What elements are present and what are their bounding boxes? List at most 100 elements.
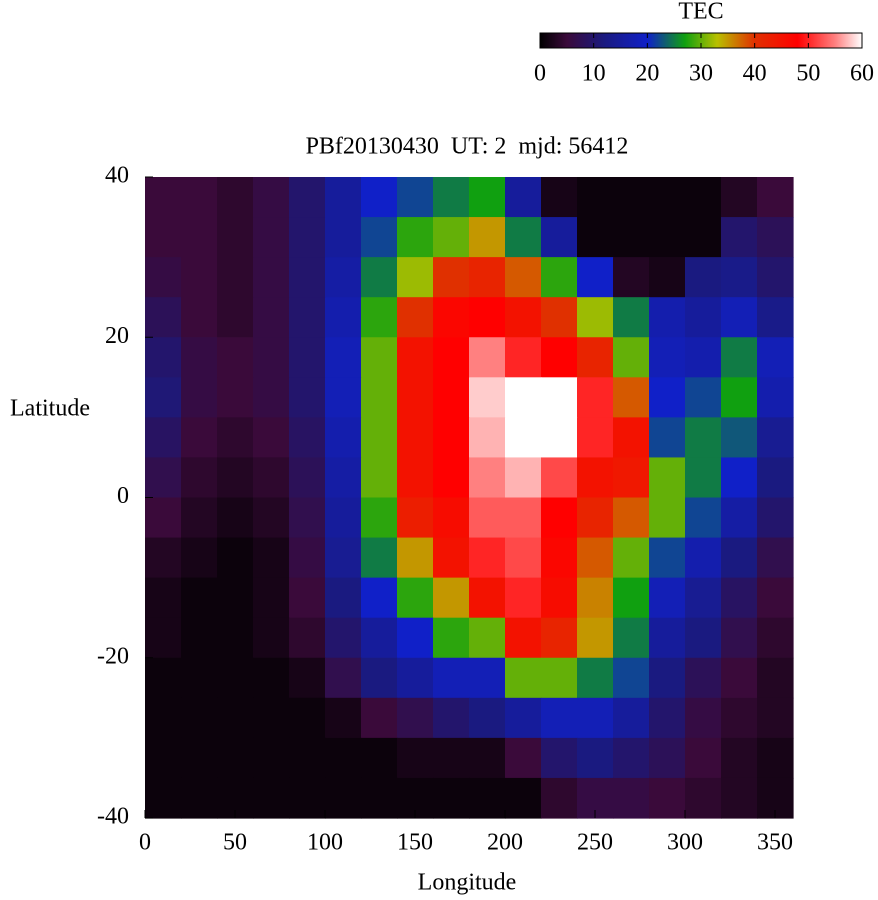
heatmap-cell (721, 417, 758, 459)
heatmap-cell (433, 217, 470, 258)
heatmap-cell (685, 737, 722, 779)
heatmap-cell (289, 297, 326, 338)
heatmap-cell (433, 337, 470, 378)
heatmap-cell (433, 577, 470, 619)
heatmap-cell (649, 257, 686, 298)
heatmap-cell (685, 497, 722, 539)
heatmap-cell (217, 177, 254, 218)
heatmap-cell (145, 537, 182, 579)
heatmap-cell (469, 577, 506, 619)
heatmap-cell (685, 417, 722, 459)
heatmap-cell (757, 177, 794, 218)
heatmap-cell (613, 537, 650, 579)
heatmap-cell (505, 377, 542, 418)
heatmap-cell (685, 777, 722, 819)
heatmap-cell (433, 417, 470, 459)
heatmap-cell (505, 697, 542, 739)
heatmap-cell (397, 337, 434, 378)
heatmap-cell (469, 177, 506, 218)
heatmap-cell (433, 617, 470, 659)
heatmap-cell (649, 337, 686, 378)
heatmap-cell (541, 697, 578, 739)
heatmap-cell (469, 737, 506, 779)
heatmap-cell (541, 577, 578, 619)
x-tick-label: 0 (139, 830, 151, 856)
heatmap-cell (469, 777, 506, 819)
heatmap-cell (181, 337, 218, 378)
heatmap-cell (685, 657, 722, 699)
heatmap-cell (649, 417, 686, 459)
heatmap-cell (721, 337, 758, 378)
heatmap-cell (289, 497, 326, 539)
heatmap-cell (181, 297, 218, 338)
heatmap-cell (253, 457, 290, 499)
heatmap-cell (577, 577, 614, 619)
heatmap-cell (721, 657, 758, 699)
heatmap-cell (325, 777, 362, 819)
colorbar-tick-label: 20 (635, 61, 659, 87)
heatmap-cell (577, 257, 614, 298)
heatmap-cell (541, 417, 578, 459)
heatmap-cell (217, 657, 254, 699)
heatmap-cell (145, 657, 182, 699)
heatmap-cell (433, 457, 470, 499)
heatmap-cell (145, 337, 182, 378)
heatmap-cell (397, 297, 434, 338)
heatmap-cell (397, 457, 434, 499)
heatmap-cell (505, 417, 542, 459)
heatmap-cell (433, 777, 470, 819)
heatmap-cell (505, 777, 542, 819)
heatmap-cell (289, 217, 326, 258)
heatmap-cell (613, 457, 650, 499)
x-tick-label: 350 (757, 830, 793, 856)
heatmap-cell (649, 377, 686, 418)
heatmap-cell (325, 497, 362, 539)
heatmap-cell (397, 177, 434, 218)
heatmap-cell (685, 337, 722, 378)
heatmap-cell (577, 497, 614, 539)
heatmap-cell (289, 377, 326, 418)
heatmap-cell (217, 617, 254, 659)
x-tick-label: 100 (307, 830, 343, 856)
heatmap-cell (757, 217, 794, 258)
heatmap-cell (217, 737, 254, 779)
heatmap-cell (469, 537, 506, 579)
heatmap-cell (613, 377, 650, 418)
heatmap-cell (757, 617, 794, 659)
heatmap-cell (361, 337, 398, 378)
heatmap-cell (721, 377, 758, 418)
heatmap-cell (469, 337, 506, 378)
x-tick-label: 250 (577, 830, 613, 856)
heatmap-cell (649, 777, 686, 819)
heatmap-cell (181, 217, 218, 258)
heatmap-cell (289, 577, 326, 619)
colorbar-tick-label: 60 (850, 61, 874, 87)
heatmap-cell (361, 497, 398, 539)
x-tick-label: 150 (397, 830, 433, 856)
heatmap-cell (685, 297, 722, 338)
heatmap-cell (289, 657, 326, 699)
heatmap-cell (469, 617, 506, 659)
heatmap-cell (325, 697, 362, 739)
heatmap-cell (757, 657, 794, 699)
y-tick-label: 40 (105, 163, 129, 189)
heatmap-cell (757, 297, 794, 338)
heatmap-cell (325, 177, 362, 218)
heatmap-cell (613, 217, 650, 258)
heatmap-cell (217, 577, 254, 619)
heatmap-cell (325, 457, 362, 499)
heatmap-cell (145, 377, 182, 418)
heatmap-cell (325, 737, 362, 779)
heatmap-cell (613, 617, 650, 659)
heatmap-cell (469, 217, 506, 258)
heatmap-cell (361, 297, 398, 338)
heatmap-cell (757, 257, 794, 298)
heatmap-cell (505, 537, 542, 579)
heatmap-cell (253, 657, 290, 699)
heatmap-cell (325, 217, 362, 258)
colorbar-tick-label: 10 (582, 61, 606, 87)
heatmap-cell (757, 697, 794, 739)
heatmap-cell (541, 457, 578, 499)
